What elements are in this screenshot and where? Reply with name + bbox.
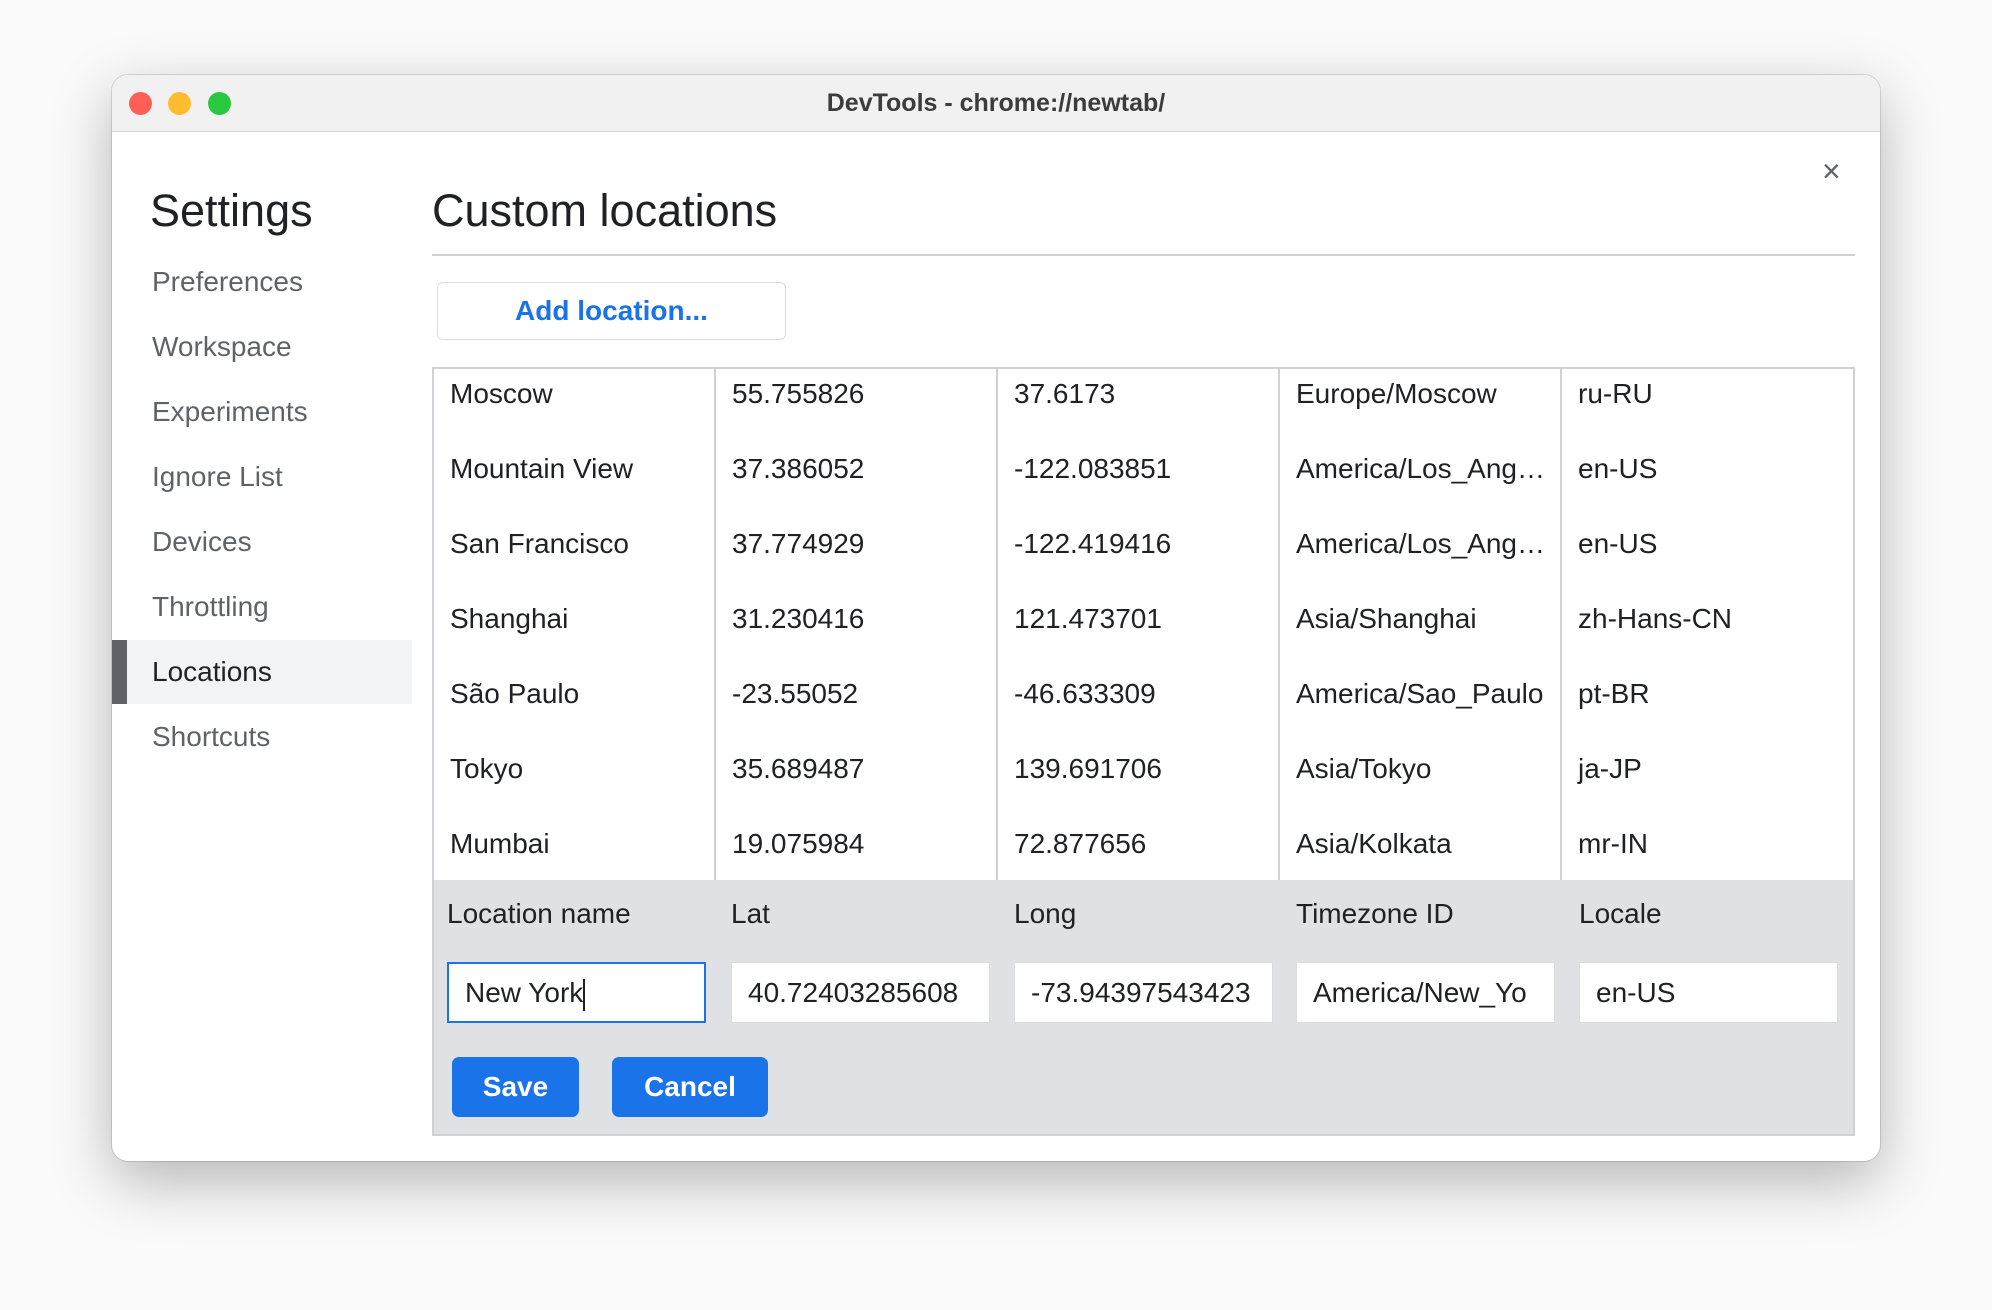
divider xyxy=(432,254,1855,256)
location-name-input[interactable]: New York xyxy=(447,962,706,1023)
sidebar-item-ignore-list[interactable]: Ignore List xyxy=(152,461,283,492)
cell-name: San Francisco xyxy=(434,519,716,594)
sidebar-item-devices[interactable]: Devices xyxy=(152,526,252,557)
cell-name: Tokyo xyxy=(434,744,716,819)
cell-name: Mumbai xyxy=(434,819,716,881)
header-locale: Locale xyxy=(1579,898,1662,929)
cell-locale: pt-BR xyxy=(1578,678,1650,709)
header-long: Long xyxy=(1014,898,1077,929)
cell-timezone: America/Los_Angeles xyxy=(1280,444,1562,519)
header-location-name: Location name xyxy=(447,898,631,929)
cell-name: Mountain View xyxy=(434,444,716,519)
title-bar: DevTools - chrome://newtab/ xyxy=(112,75,1880,132)
cell-locale: mr-IN xyxy=(1578,828,1648,859)
cell-lat: 55.755826 xyxy=(716,369,998,444)
cell-long: 37.6173 xyxy=(998,369,1280,444)
header-lat: Lat xyxy=(731,898,770,929)
cell-timezone: Asia/Tokyo xyxy=(1280,744,1562,819)
lat-input[interactable]: 40.72403285608 xyxy=(731,962,990,1023)
zoom-window-button[interactable] xyxy=(208,92,231,115)
table-row[interactable]: Moscow 55.755826 37.6173 Europe/Moscow ru-RU xyxy=(434,369,1853,444)
sidebar-item-preferences[interactable]: Preferences xyxy=(152,266,303,297)
sidebar-item-locations[interactable]: Locations xyxy=(112,640,412,704)
cell-timezone: America/Los_Angeles xyxy=(1280,519,1562,594)
cell-timezone: Asia/Kolkata xyxy=(1280,819,1562,881)
long-input[interactable]: -73.94397543423 xyxy=(1014,962,1273,1023)
header-timezone: Timezone ID xyxy=(1296,898,1454,929)
text-caret xyxy=(583,978,586,1011)
cell-lat: 37.386052 xyxy=(716,444,998,519)
settings-title: Settings xyxy=(150,185,313,236)
cell-locale: en-US xyxy=(1578,453,1658,484)
cell-lat: 19.075984 xyxy=(716,819,998,881)
cell-lat: -23.55052 xyxy=(716,669,998,744)
save-button[interactable]: Save xyxy=(452,1057,579,1117)
locations-table: Moscow 55.755826 37.6173 Europe/Moscow ru-RU… xyxy=(432,367,1855,881)
cell-timezone: America/Sao_Paulo xyxy=(1280,669,1562,744)
timezone-input[interactable]: America/New_Yo xyxy=(1296,962,1555,1023)
cell-name: Shanghai xyxy=(434,594,716,669)
table-row[interactable]: Mumbai 19.075984 72.877656 Asia/Kolkata mr-I… xyxy=(434,819,1853,881)
cell-name: São Paulo xyxy=(434,669,716,744)
page-title: Custom locations xyxy=(432,185,778,236)
cell-long: 121.473701 xyxy=(998,594,1280,669)
sidebar-item-throttling[interactable]: Throttling xyxy=(152,591,269,622)
cell-lat: 35.689487 xyxy=(716,744,998,819)
sidebar-item-workspace[interactable]: Workspace xyxy=(152,331,292,362)
cell-timezone: Europe/Moscow xyxy=(1280,369,1562,444)
close-window-button[interactable] xyxy=(129,92,152,115)
cell-locale: zh-Hans-CN xyxy=(1578,603,1733,634)
table-row[interactable]: San Francisco 37.774929 -122.419416 America… xyxy=(434,519,1853,594)
cell-name: Moscow xyxy=(434,369,716,444)
cell-lat: 37.774929 xyxy=(716,519,998,594)
cell-long: 139.691706 xyxy=(998,744,1280,819)
cell-long: -122.083851 xyxy=(998,444,1280,519)
devtools-window: DevTools - chrome://newtab/ × Settings P… xyxy=(112,75,1880,1161)
sidebar-item-experiments[interactable]: Experiments xyxy=(152,396,308,427)
cell-long: -46.633309 xyxy=(998,669,1280,744)
locale-input[interactable]: en-US xyxy=(1579,962,1838,1023)
add-location-button[interactable]: Add location... xyxy=(437,282,786,340)
cell-locale: ru-RU xyxy=(1578,378,1653,409)
cell-locale: ja-JP xyxy=(1578,753,1642,784)
cell-locale: en-US xyxy=(1578,528,1658,559)
window-title: DevTools - chrome://newtab/ xyxy=(826,89,1166,117)
table-row[interactable]: Shanghai 31.230416 121.473701 Asia/Shanghai… xyxy=(434,594,1853,669)
close-icon[interactable]: × xyxy=(1822,153,1841,189)
location-name-value: New York xyxy=(465,977,584,1008)
cell-timezone: Asia/Shanghai xyxy=(1280,594,1562,669)
table-row[interactable]: Mountain View 37.386052 -122.083851 America… xyxy=(434,444,1853,519)
cancel-button[interactable]: Cancel xyxy=(612,1057,768,1117)
table-row[interactable]: São Paulo -23.55052 -46.633309 America/Sao_… xyxy=(434,669,1853,744)
location-editor: Location name Lat Long Timezone ID Local… xyxy=(432,880,1855,1136)
minimize-window-button[interactable] xyxy=(168,92,191,115)
cell-lat: 31.230416 xyxy=(716,594,998,669)
table-row[interactable]: Tokyo 35.689487 139.691706 Asia/Tokyo ja-JP xyxy=(434,744,1853,819)
cell-long: -122.419416 xyxy=(998,519,1280,594)
cell-long: 72.877656 xyxy=(998,819,1280,881)
sidebar-item-shortcuts[interactable]: Shortcuts xyxy=(152,721,271,752)
